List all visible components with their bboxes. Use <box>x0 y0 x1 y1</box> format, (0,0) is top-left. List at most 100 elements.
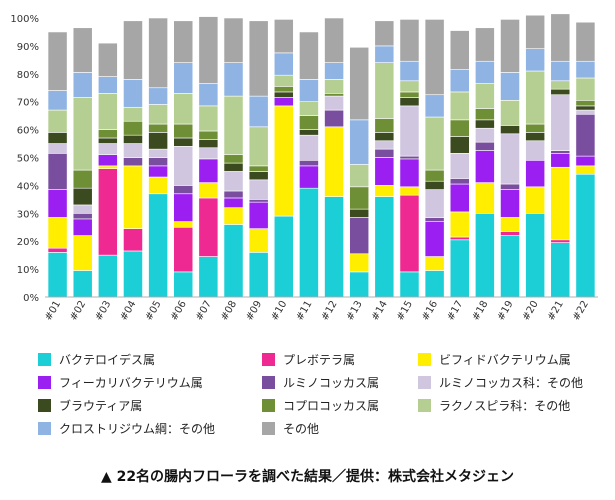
x-tick-label: #12 <box>320 299 340 323</box>
bar-segment-03-s0 <box>97 254 118 298</box>
bar-segment-18-s7 <box>475 108 495 121</box>
bar-segment-01-s4 <box>47 153 68 190</box>
x-tick-label: #20 <box>521 299 541 323</box>
legend-swatch <box>262 421 275 435</box>
bar-segment-22-s6 <box>575 105 596 111</box>
x-tick-label: #14 <box>370 299 390 323</box>
legend-swatch <box>262 398 275 412</box>
bar-segment-10-s0 <box>273 215 294 298</box>
bar-segment-20-s2 <box>525 186 546 214</box>
bar-segment-13-s0 <box>349 271 370 298</box>
bar-segment-16-s6 <box>424 180 445 190</box>
bar-segment-21-s3 <box>550 153 571 168</box>
legend-label: ルミノコッカス科：その他 <box>439 375 584 390</box>
legend-swatch <box>262 352 275 366</box>
bar-segment-21-s10 <box>550 13 571 62</box>
bar-segment-16-s2 <box>424 256 445 271</box>
bar-segment-13-s8 <box>349 164 370 188</box>
bar-segment-05-s10 <box>148 17 168 89</box>
legend-swatch <box>38 375 51 389</box>
x-tick-label: #03 <box>93 299 113 323</box>
x-tick-label: #07 <box>194 299 214 323</box>
bar-segment-19-s4 <box>500 183 520 190</box>
y-tick-label: 100% <box>10 14 39 25</box>
bar-segment-06-s1 <box>173 226 194 273</box>
bar-segment-01-s9 <box>47 90 68 111</box>
bar-segment-17-s1 <box>449 236 470 241</box>
bar-segment-09-s3 <box>248 201 269 229</box>
bar-segment-11-s3 <box>299 165 319 189</box>
bar-segment-19-s2 <box>500 217 520 232</box>
bar-segment-01-s5 <box>47 143 68 154</box>
bar-segment-02-s7 <box>72 169 93 189</box>
bar-segment-04-s2 <box>123 165 143 229</box>
bar-segment-15-s5 <box>399 105 420 157</box>
bar-segment-02-s3 <box>72 218 93 236</box>
bar-segment-01-s0 <box>47 252 68 298</box>
bar-segment-07-s10 <box>198 16 219 84</box>
bar-segment-11-s7 <box>299 115 319 130</box>
bar-segment-03-s5 <box>97 143 118 156</box>
bar-segment-20-s10 <box>525 14 546 49</box>
bar-segment-03-s7 <box>97 129 118 139</box>
bar-segment-01-s1 <box>47 247 68 253</box>
legend-swatch <box>262 375 275 389</box>
bar-segment-14-s10 <box>374 20 395 47</box>
bar-segment-02-s9 <box>72 72 93 98</box>
bar-segment-07-s5 <box>198 147 219 160</box>
bar-segment-22-s8 <box>575 77 596 101</box>
bar-segment-07-s2 <box>198 182 219 199</box>
bar-segment-20-s8 <box>525 70 546 125</box>
legend-label: フィーカリバクテリウム属 <box>59 375 203 390</box>
bar-segment-01-s3 <box>47 189 68 218</box>
bar-segment-02-s4 <box>72 213 93 220</box>
x-tick-label: #16 <box>420 299 440 323</box>
legend-item: ビフィドバクテリウム属 <box>418 350 571 368</box>
bar-segment-21-s6 <box>550 88 571 96</box>
bar-segment-20-s5 <box>525 140 546 161</box>
bar-segment-08-s4 <box>223 190 244 199</box>
bar-segment-19-s10 <box>500 19 520 73</box>
legend-item: バクテロイデス属 <box>38 350 155 368</box>
bar-segment-01-s8 <box>47 109 68 133</box>
bar-segment-15-s0 <box>399 271 420 298</box>
bar-segment-17-s6 <box>449 136 470 154</box>
bar-segment-15-s7 <box>399 91 420 98</box>
bar-segment-04-s8 <box>123 106 143 122</box>
y-tick-label: 60% <box>17 126 39 137</box>
bar-segment-06-s7 <box>173 123 194 139</box>
legend-label: プレボテラ属 <box>283 352 356 367</box>
bar-segment-12-s0 <box>324 196 344 298</box>
bar-segment-18-s4 <box>475 141 495 151</box>
bar-segment-13-s6 <box>349 208 370 218</box>
bar-segment-21-s0 <box>550 242 571 298</box>
bar-segment-07-s6 <box>198 139 219 149</box>
bar-segment-20-s0 <box>525 213 546 298</box>
bar-segment-08-s2 <box>223 207 244 225</box>
y-tick-label: 70% <box>17 98 39 109</box>
bar-segment-18-s5 <box>475 127 495 143</box>
bar-segment-22-s9 <box>575 60 596 79</box>
bar-segment-07-s7 <box>198 130 219 140</box>
bar-segment-13-s7 <box>349 186 370 210</box>
y-tick-label: 50% <box>17 154 39 165</box>
bar-segment-12-s8 <box>324 79 344 94</box>
bar-segment-02-s5 <box>72 204 93 214</box>
bar-segment-18-s9 <box>475 60 495 84</box>
bar-segment-16-s8 <box>424 116 445 171</box>
bar-segment-11-s9 <box>299 79 319 102</box>
bar-segment-02-s8 <box>72 97 93 171</box>
y-tick-label: 0% <box>23 293 39 304</box>
x-tick-label: #18 <box>470 299 490 323</box>
stacked-bar-chart: 0%10%20%30%40%50%60%70%80%90%100%#01 #02 #… <box>10 13 598 323</box>
bar-segment-17-s2 <box>449 211 470 238</box>
legend-item: ブラウティア属 <box>38 396 142 414</box>
bar-segment-10-s9 <box>273 52 294 76</box>
bar-segment-06-s3 <box>173 193 194 222</box>
y-tick-label: 30% <box>17 209 39 220</box>
legend-item: フィーカリバクテリウム属 <box>38 373 203 391</box>
bar-segment-18-s3 <box>475 150 495 183</box>
bar-segment-08-s0 <box>223 224 244 298</box>
bar-segment-21-s2 <box>550 166 571 241</box>
bar-segment-11-s0 <box>299 187 319 298</box>
